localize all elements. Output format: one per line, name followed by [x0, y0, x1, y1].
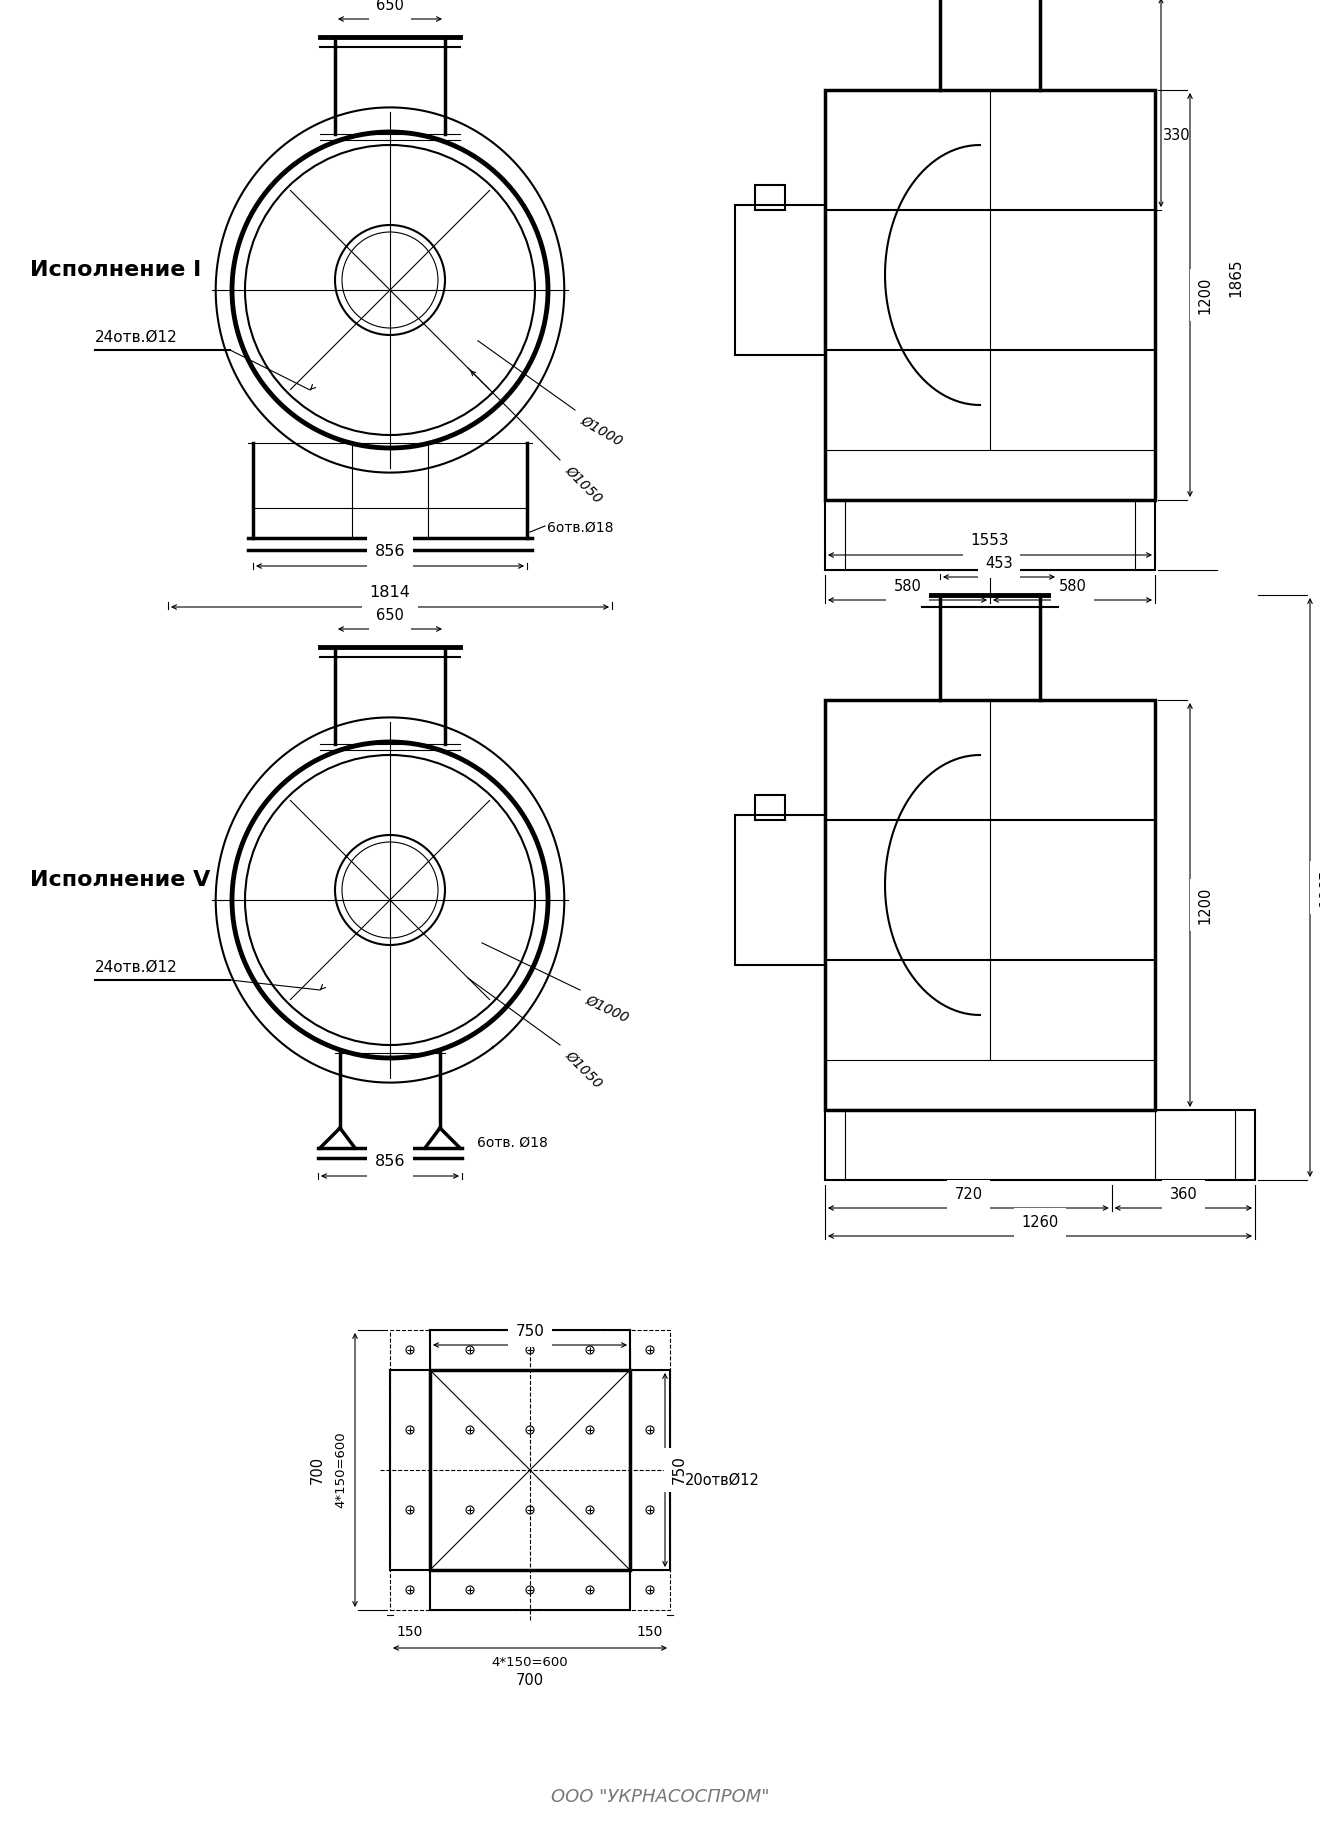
- Text: Ø1050: Ø1050: [564, 1048, 606, 1090]
- Text: Ø1050: Ø1050: [564, 463, 606, 506]
- Text: Ø1000: Ø1000: [578, 413, 626, 448]
- Text: 650: 650: [376, 0, 404, 13]
- Text: 24отв.Ø12: 24отв.Ø12: [95, 330, 178, 345]
- Text: 650: 650: [376, 609, 404, 624]
- Bar: [755, 795, 785, 819]
- Text: 1260: 1260: [1022, 1216, 1059, 1231]
- Text: 20отвØ12: 20отвØ12: [685, 1472, 760, 1487]
- Text: 700: 700: [516, 1673, 544, 1688]
- Text: 856: 856: [375, 544, 405, 559]
- Text: 720: 720: [954, 1186, 982, 1201]
- Text: 580: 580: [894, 579, 921, 594]
- Text: 856: 856: [375, 1153, 405, 1170]
- Bar: [430, 1371, 630, 1570]
- Text: 700: 700: [310, 1456, 325, 1483]
- Text: 24отв.Ø12: 24отв.Ø12: [95, 959, 178, 974]
- Text: 4*150=600: 4*150=600: [491, 1657, 569, 1670]
- Text: 6отв. Ø18: 6отв. Ø18: [477, 1137, 548, 1149]
- Text: 1553: 1553: [970, 533, 1010, 548]
- Text: 330: 330: [1163, 127, 1191, 142]
- Bar: [735, 205, 825, 354]
- Bar: [825, 500, 1155, 570]
- Text: 750: 750: [516, 1325, 544, 1339]
- Bar: [755, 184, 785, 210]
- Text: Исполнение I: Исполнение I: [30, 260, 201, 280]
- Text: Исполнение V: Исполнение V: [30, 871, 210, 889]
- Text: 1865: 1865: [1228, 258, 1243, 297]
- Text: 1200: 1200: [1197, 277, 1212, 314]
- Bar: [825, 1111, 1255, 1181]
- Text: 1865: 1865: [1317, 869, 1320, 906]
- Text: 750: 750: [672, 1456, 686, 1485]
- Text: 150: 150: [397, 1625, 424, 1638]
- Text: ООО "УКРНАСОСПРОМ": ООО "УКРНАСОСПРОМ": [550, 1788, 770, 1806]
- Bar: [389, 1330, 671, 1611]
- Text: 4*150=600: 4*150=600: [334, 1432, 347, 1509]
- Text: 1814: 1814: [370, 585, 411, 600]
- Bar: [825, 90, 1155, 500]
- Text: 453: 453: [985, 555, 1012, 570]
- Text: Ø1000: Ø1000: [583, 993, 631, 1026]
- Text: 6отв.Ø18: 6отв.Ø18: [546, 520, 614, 535]
- Text: 580: 580: [1059, 579, 1086, 594]
- Text: 1200: 1200: [1197, 886, 1212, 924]
- Bar: [735, 815, 825, 965]
- Text: 150: 150: [636, 1625, 663, 1638]
- Bar: [825, 699, 1155, 1111]
- Text: 360: 360: [1170, 1186, 1197, 1201]
